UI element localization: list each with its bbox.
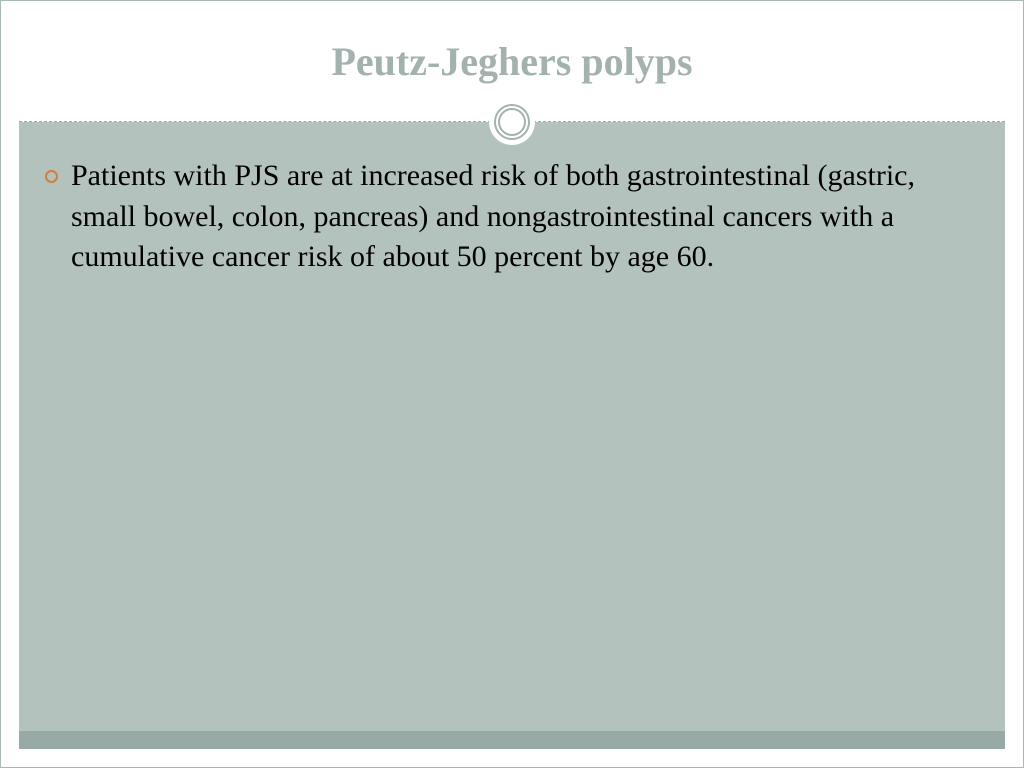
bullet-item: Patients with PJS are at increased risk … xyxy=(67,156,975,278)
slide-title: Peutz-Jeghers polyps xyxy=(331,38,692,85)
body-region: Patients with PJS are at increased risk … xyxy=(19,122,1005,731)
bullet-list: Patients with PJS are at increased risk … xyxy=(19,122,1005,278)
slide-container: Peutz-Jeghers polyps Patients with PJS a… xyxy=(0,0,1024,768)
bottom-accent-bar xyxy=(19,731,1005,749)
circle-decoration-icon xyxy=(489,99,535,145)
